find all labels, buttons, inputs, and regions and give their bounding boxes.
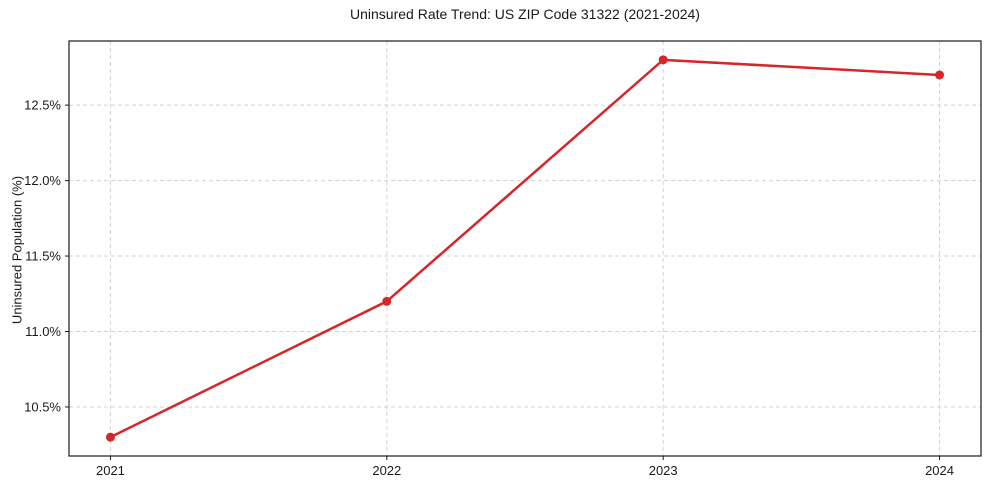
x-tick-label: 2021 — [96, 463, 125, 478]
y-tick-label: 11.0% — [25, 324, 61, 339]
y-tick-label: 10.5% — [24, 399, 61, 414]
chart-title: Uninsured Rate Trend: US ZIP Code 31322 … — [350, 6, 700, 22]
trend-line — [109, 58, 941, 439]
x-tick-label: 2024 — [925, 463, 954, 478]
y-tick-label: 11.5% — [25, 249, 61, 264]
x-tick-label: 2023 — [649, 463, 678, 478]
data-point-marker — [382, 296, 392, 306]
data-point-marker — [935, 70, 945, 80]
plot-border — [68, 40, 982, 457]
data-point-marker — [105, 432, 115, 442]
x-tick-label: 2022 — [372, 463, 401, 478]
y-tick-label: 12.0% — [24, 173, 61, 188]
data-point-marker — [658, 55, 668, 65]
y-tick-label: 12.5% — [24, 98, 61, 113]
